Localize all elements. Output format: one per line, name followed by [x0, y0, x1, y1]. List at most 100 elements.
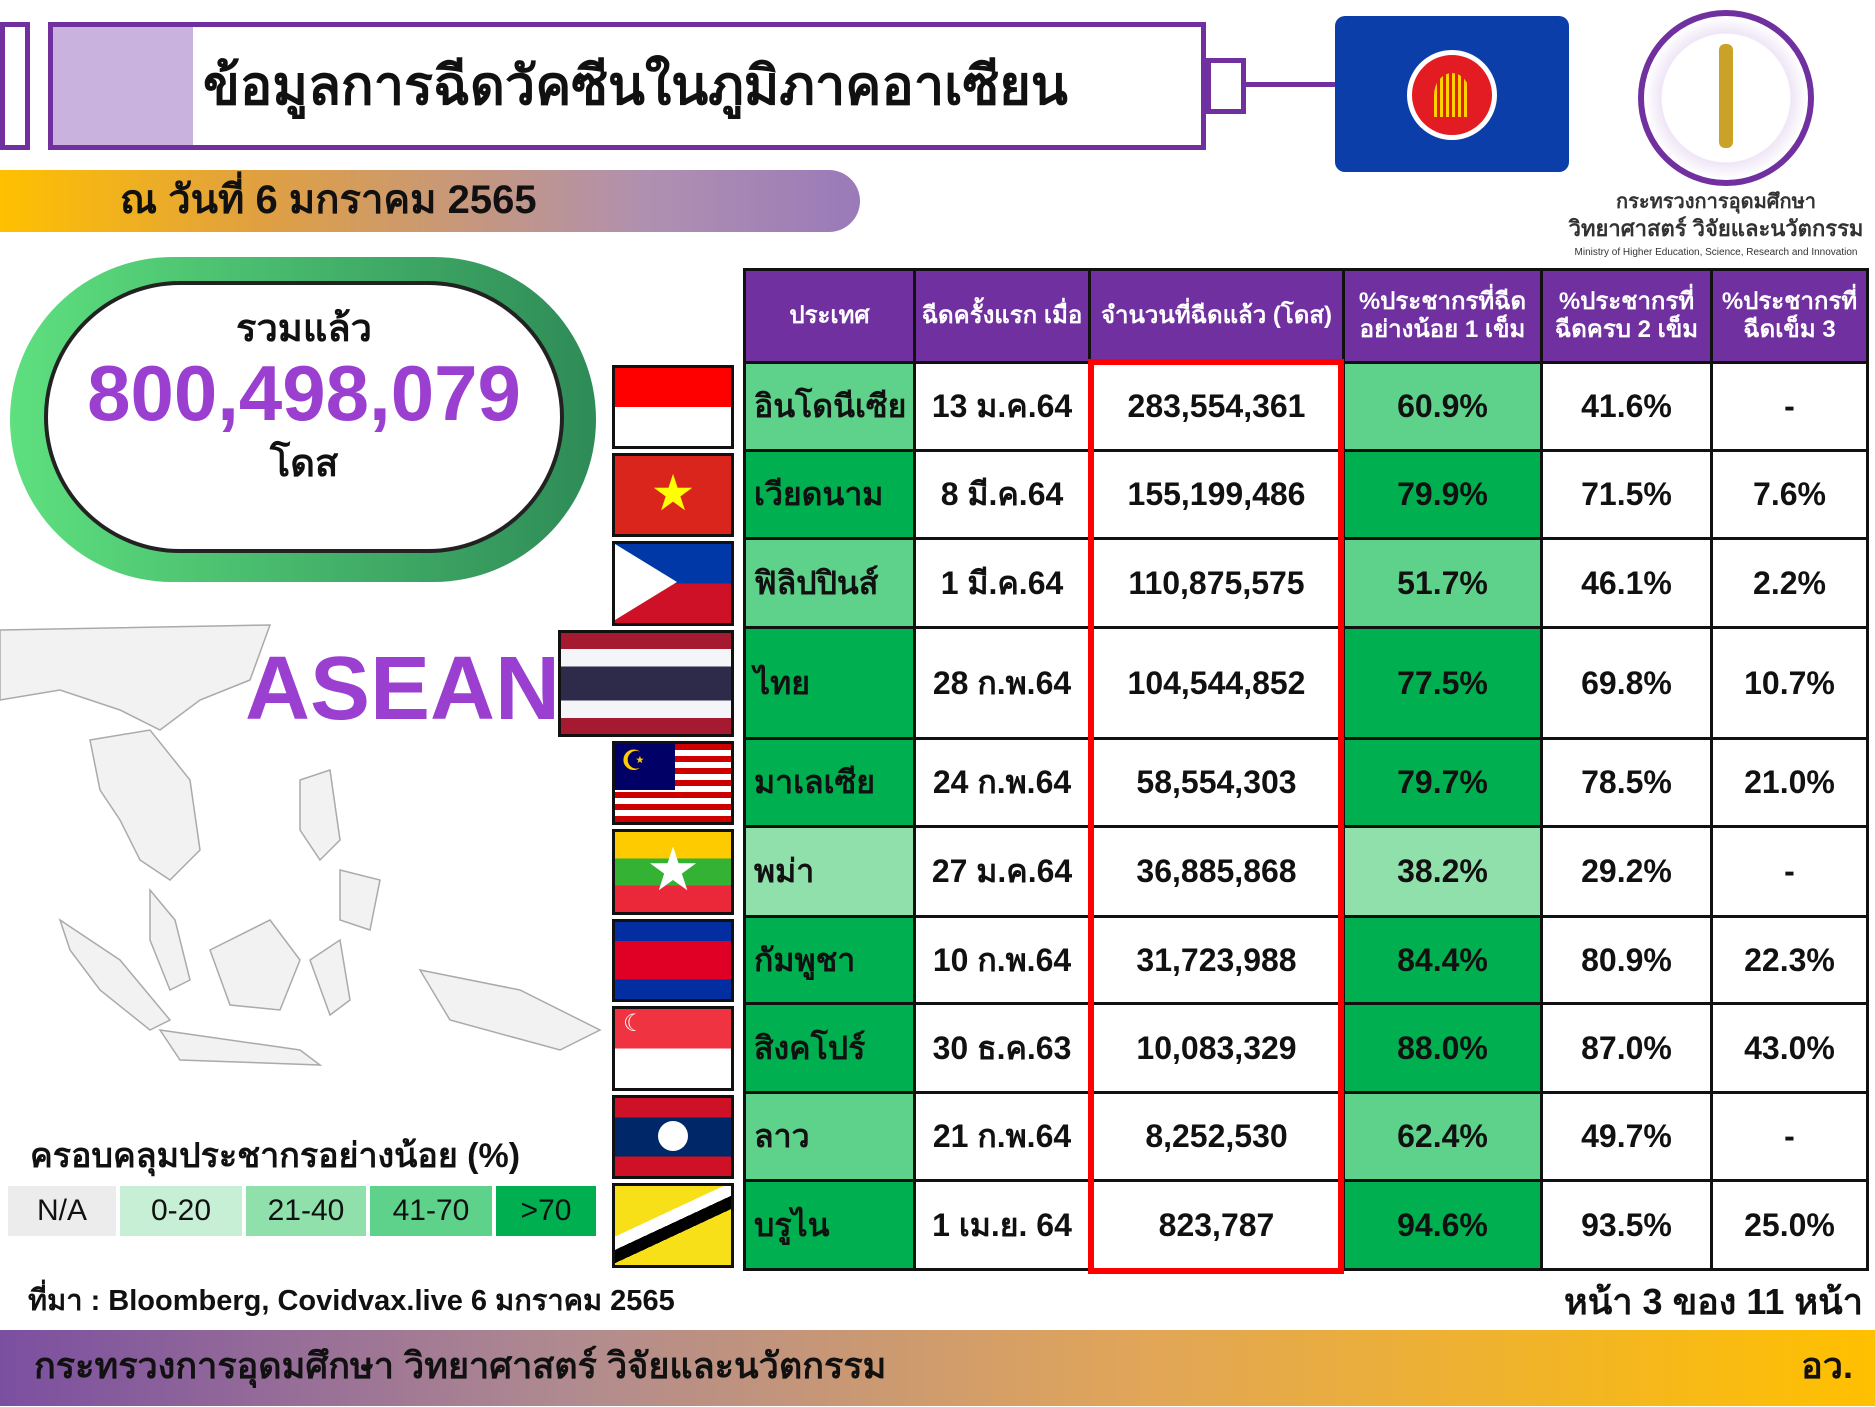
first-dose-date-cell: 8 มี.ค.64	[913, 449, 1091, 540]
first-dose-date-cell: 21 ก.พ.64	[913, 1091, 1091, 1182]
pct-one-dose-cell: 79.9%	[1342, 449, 1543, 540]
first-dose-date-cell: 24 ก.พ.64	[913, 737, 1091, 828]
pct-two-doses-cell: 69.8%	[1540, 626, 1713, 740]
table-row: พม่า 27 ม.ค.64 36,885,868 38.2% 29.2% -	[743, 825, 1869, 918]
pct-two-doses-cell: 93.5%	[1540, 1179, 1713, 1271]
table-row: มาเลเซีย 24 ก.พ.64 58,554,303 79.7% 78.5% 21.…	[743, 737, 1869, 828]
total-doses-card: รวมแล้ว 800,498,079 โดส	[10, 257, 596, 582]
doses-cell: 10,083,329	[1088, 1002, 1345, 1094]
legend-0-20: 0-20	[120, 1186, 242, 1236]
pct-two-doses-cell: 46.1%	[1540, 537, 1713, 629]
header-doses: จำนวนที่ฉีดแล้ว (โดส)	[1088, 268, 1345, 364]
thailand-flag-icon	[558, 629, 734, 737]
page-indicator: หน้า 3 ของ 11 หน้า	[1563, 1281, 1863, 1322]
source-note: ที่มา : Bloomberg, Covidvax.live 6 มกราค…	[28, 1285, 675, 1317]
first-dose-date-cell: 28 ก.พ.64	[913, 626, 1091, 740]
pct-two-doses-cell: 71.5%	[1540, 449, 1713, 540]
pct-one-dose-cell: 51.7%	[1342, 537, 1543, 629]
legend-na: N/A	[8, 1186, 116, 1236]
header-country: ประเทศ	[743, 268, 916, 364]
indonesia-flag-icon	[612, 364, 734, 449]
pct-one-dose-cell: 77.5%	[1342, 626, 1543, 740]
footer-bar: กระทรวงการอุดมศึกษา วิทยาศาสตร์ วิจัยและ…	[0, 1330, 1875, 1406]
philippines-flag-icon	[612, 540, 734, 626]
pct-booster-cell: 2.2%	[1710, 537, 1869, 629]
syringe-needle	[1246, 82, 1336, 87]
total-value: 800,498,079	[87, 348, 521, 437]
footer-abbrev: อว.	[1801, 1345, 1853, 1386]
pct-one-dose-cell: 38.2%	[1342, 825, 1543, 918]
country-cell: เวียดนาม	[743, 449, 916, 540]
country-cell: กัมพูชา	[743, 915, 916, 1005]
total-unit: โดส	[269, 443, 339, 486]
vaccination-table: ประเทศ ฉีดครั้งแรก เมื่อ จำนวนที่ฉีดแล้ว…	[743, 268, 1869, 1271]
syringe-fill	[53, 27, 193, 145]
country-cell: ไทย	[743, 626, 916, 740]
pct-booster-cell: 43.0%	[1710, 1002, 1869, 1094]
header-pct-two-doses: %ประชากรที่ ฉีดครบ 2 เข็ม	[1540, 268, 1713, 364]
table-row: สิงคโปร์ 30 ธ.ค.63 10,083,329 88.0% 87.0% 43.…	[743, 1002, 1869, 1094]
header-pct-booster: %ประชากรที่ ฉีดเข็ม 3	[1710, 268, 1869, 364]
pct-one-dose-cell: 88.0%	[1342, 1002, 1543, 1094]
table-header-row: ประเทศ ฉีดครั้งแรก เมื่อ จำนวนที่ฉีดแล้ว…	[743, 268, 1869, 364]
country-cell: บรูไน	[743, 1179, 916, 1271]
doses-cell: 283,554,361	[1088, 361, 1345, 452]
pct-booster-cell: 7.6%	[1710, 449, 1869, 540]
legend-41-70: 41-70	[370, 1186, 492, 1236]
table-row: กัมพูชา 10 ก.พ.64 31,723,988 84.4% 80.9% 22.3…	[743, 915, 1869, 1005]
syringe-tip	[1206, 58, 1246, 114]
doses-cell: 58,554,303	[1088, 737, 1345, 828]
first-dose-date-cell: 1 เม.ย. 64	[913, 1179, 1091, 1271]
total-label: รวมแล้ว	[236, 308, 372, 350]
pct-two-doses-cell: 49.7%	[1540, 1091, 1713, 1182]
malaysia-flag-icon: ☪	[612, 740, 734, 825]
pct-two-doses-cell: 29.2%	[1540, 825, 1713, 918]
page-title: ข้อมูลการฉีดวัคซีนในภูมิภาคอาเซียน	[203, 56, 1068, 116]
doses-cell: 823,787	[1088, 1179, 1345, 1271]
date-banner: ณ วันที่ 6 มกราคม 2565	[0, 170, 860, 232]
table-row: อินโดนีเซีย 13 ม.ค.64 283,554,361 60.9% 41.6…	[743, 361, 1869, 452]
doses-cell: 31,723,988	[1088, 915, 1345, 1005]
country-cell: อินโดนีเซีย	[743, 361, 916, 452]
country-cell: มาเลเซีย	[743, 737, 916, 828]
asean-label: ASEAN	[245, 639, 561, 739]
pct-booster-cell: 21.0%	[1710, 737, 1869, 828]
pct-two-doses-cell: 80.9%	[1540, 915, 1713, 1005]
myanmar-flag-icon: ★	[612, 828, 734, 915]
pct-one-dose-cell: 94.6%	[1342, 1179, 1543, 1271]
pct-two-doses-cell: 87.0%	[1540, 1002, 1713, 1094]
syringe-plunger	[0, 22, 30, 150]
pct-one-dose-cell: 62.4%	[1342, 1091, 1543, 1182]
brunei-flag-icon	[612, 1182, 734, 1268]
table-row: ฟิลิปปินส์ 1 มี.ค.64 110,875,575 51.7% 46.1%…	[743, 537, 1869, 629]
cambodia-flag-icon	[612, 918, 734, 1002]
first-dose-date-cell: 30 ธ.ค.63	[913, 1002, 1091, 1094]
country-cell: ฟิลิปปินส์	[743, 537, 916, 629]
first-dose-date-cell: 10 ก.พ.64	[913, 915, 1091, 1005]
legend-over-70: >70	[496, 1186, 596, 1236]
first-dose-date-cell: 27 ม.ค.64	[913, 825, 1091, 918]
country-cell: สิงคโปร์	[743, 1002, 916, 1094]
footer-ministry: กระทรวงการอุดมศึกษา วิทยาศาสตร์ วิจัยและ…	[34, 1345, 887, 1386]
doses-cell: 155,199,486	[1088, 449, 1345, 540]
ministry-name-en: Ministry of Higher Education, Science, R…	[1574, 247, 1858, 258]
country-cell: พม่า	[743, 825, 916, 918]
legend-title: ครอบคลุมประชากรอย่างน้อย (%)	[30, 1137, 521, 1175]
legend-21-40: 21-40	[246, 1186, 366, 1236]
table-row: บรูไน 1 เม.ย. 64 823,787 94.6% 93.5% 25.0%	[743, 1179, 1869, 1271]
header-pct-one-dose: %ประชากรที่ฉีด อย่างน้อย 1 เข็ม	[1342, 268, 1543, 364]
doses-cell: 36,885,868	[1088, 825, 1345, 918]
pct-one-dose-cell: 60.9%	[1342, 361, 1543, 452]
pct-one-dose-cell: 79.7%	[1342, 737, 1543, 828]
country-cell: ลาว	[743, 1091, 916, 1182]
ministry-seal-logo	[1638, 10, 1814, 186]
pct-two-doses-cell: 41.6%	[1540, 361, 1713, 452]
first-dose-date-cell: 1 มี.ค.64	[913, 537, 1091, 629]
date-text: ณ วันที่ 6 มกราคม 2565	[120, 178, 537, 222]
doses-cell: 110,875,575	[1088, 537, 1345, 629]
singapore-flag-icon: ☾	[612, 1005, 734, 1091]
ministry-name-th2: วิทยาศาสตร์ วิจัยและนวัตกรรม	[1568, 216, 1864, 241]
table-row: ลาว 21 ก.พ.64 8,252,530 62.4% 49.7% -	[743, 1091, 1869, 1182]
header-first-dose-date: ฉีดครั้งแรก เมื่อ	[913, 268, 1091, 364]
pct-booster-cell: 22.3%	[1710, 915, 1869, 1005]
